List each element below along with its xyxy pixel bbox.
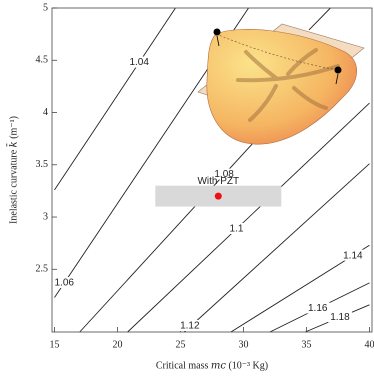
contour-label-bg — [52, 277, 77, 289]
y-tick-label: 2.5 — [36, 264, 49, 275]
contour-line — [183, 163, 370, 333]
contour-label: 1.12 — [180, 321, 200, 332]
contour-line — [308, 7, 331, 31]
contour-label: 1.14 — [343, 250, 363, 261]
y-axis-label: Inelastic curvature 𝑘̄ (m⁻¹) — [7, 116, 19, 224]
contour-label: 1.1 — [229, 224, 243, 235]
x-tick-label: 30 — [238, 339, 248, 350]
x-tick-label: 40 — [364, 339, 374, 350]
design-point — [214, 192, 222, 200]
plot-frame — [51, 7, 373, 333]
inset-illustration — [197, 23, 365, 145]
inset-arrow — [335, 73, 339, 85]
inset-shell — [206, 29, 357, 145]
y-tick-label: 3.5 — [36, 159, 49, 170]
contour-label-bg — [327, 311, 352, 323]
contour-line — [127, 102, 370, 333]
contour-label-bg — [340, 249, 365, 261]
contour-label: 1.08 — [214, 169, 234, 180]
contour-line — [54, 7, 176, 191]
y-tick-label: 3 — [43, 211, 48, 222]
contour-label: 1.16 — [308, 303, 328, 314]
inset-mass — [334, 66, 342, 74]
inset-arrow — [216, 35, 220, 47]
y-tick-label: 4.5 — [36, 55, 49, 66]
x-tick-label: 15 — [50, 339, 60, 350]
y-tick-label: 5 — [43, 2, 48, 13]
x-tick-label: 35 — [301, 339, 311, 350]
design-point-label: With PZT — [197, 176, 239, 187]
y-tick-label: 4 — [43, 107, 48, 118]
inset-mass — [213, 28, 221, 36]
inset-ridges — [236, 48, 340, 122]
x-axis-label: Critical mass 𝑚𝑐 (10⁻³ Kg) — [156, 360, 268, 371]
x-tick-label: 25 — [176, 339, 186, 350]
contour-label: 1.18 — [330, 312, 350, 323]
contour-label: 1.06 — [54, 278, 74, 289]
contour-label-bg — [177, 320, 202, 331]
contour-label-bg — [305, 302, 330, 314]
contour-label-bg — [212, 168, 237, 180]
contour-label: 1.04 — [129, 57, 149, 68]
contour-label-bg — [224, 222, 249, 234]
x-tick-label: 20 — [113, 339, 123, 350]
contour-label-bg — [127, 56, 152, 68]
